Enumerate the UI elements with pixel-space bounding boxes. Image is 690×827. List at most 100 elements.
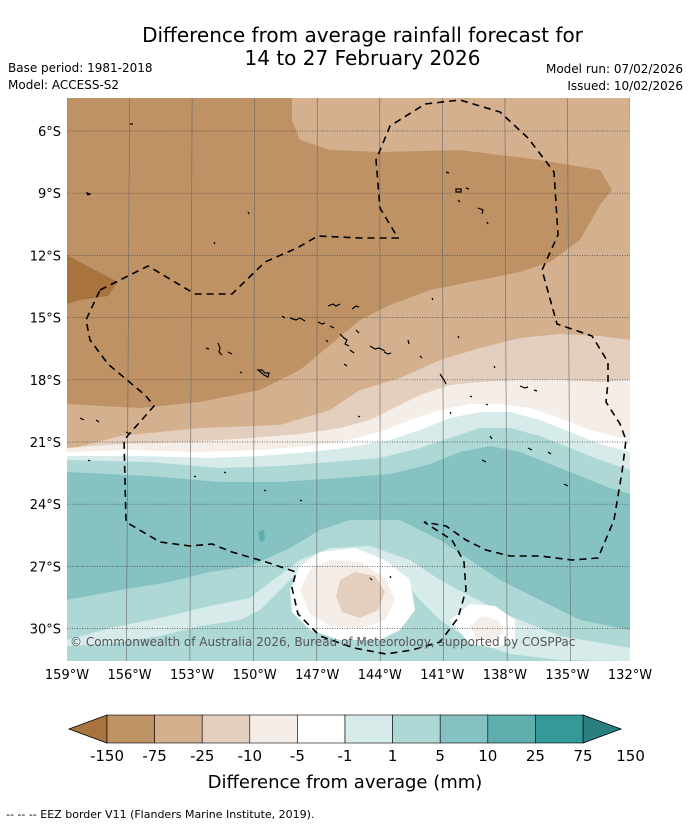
island [485, 403, 489, 406]
colorbar-tick-label: -10 [238, 747, 263, 765]
lat-label: 24°S [30, 498, 61, 513]
lat-label: 27°S [30, 560, 61, 575]
colorbar-tick-label: 25 [526, 747, 545, 765]
lon-label: 138°W [483, 668, 527, 683]
island [355, 329, 360, 334]
island [445, 171, 450, 174]
island [256, 369, 270, 378]
island [369, 345, 386, 352]
island [486, 221, 489, 225]
island [481, 459, 487, 463]
island [227, 351, 233, 355]
island [533, 389, 538, 392]
lat-label: 30°S [30, 623, 61, 638]
issued-date: Issued: 10/02/2026 [567, 79, 683, 93]
colorbar-tick-label: -5 [290, 747, 305, 765]
colorbar-segment [297, 714, 346, 744]
lon-label: 150°W [233, 668, 277, 683]
island [477, 207, 484, 215]
colorbar-tick-label: 10 [478, 747, 497, 765]
lat-label: 15°S [30, 312, 61, 327]
island [87, 459, 91, 462]
lon-label: 141°W [420, 668, 464, 683]
island [205, 347, 210, 350]
colorbar-segment [487, 714, 536, 744]
lon-label: 147°W [295, 668, 339, 683]
colorbar-segment [201, 714, 251, 744]
lon-label: 135°W [545, 668, 589, 683]
lat-label: 6°S [38, 125, 61, 140]
colorbar-tick-label: -1 [338, 747, 353, 765]
copyright-text: © Commonwealth of Australia 2026, Bureau… [70, 635, 575, 649]
island [325, 339, 329, 343]
title-line-2: 14 to 27 February 2026 [244, 46, 481, 70]
island [457, 199, 461, 203]
island [247, 211, 250, 215]
colorbar-tick-label: -25 [190, 747, 215, 765]
eez-border [85, 99, 627, 655]
colorbar-tick-label: 75 [573, 747, 592, 765]
lon-label: 156°W [107, 668, 151, 683]
colorbar-segment [154, 714, 203, 744]
island [527, 447, 533, 451]
colorbar-segment [392, 714, 441, 744]
island [263, 489, 267, 492]
field-dry-very-strong [67, 255, 118, 304]
lon-label: 132°W [608, 668, 652, 683]
colorbar-segment [344, 714, 393, 744]
island [563, 483, 569, 487]
colorbar-extend-high [582, 714, 623, 744]
base-period: Base period: 1981-2018 [8, 61, 153, 75]
island [349, 349, 355, 354]
footnote: -- -- -- EEZ border V11 (Flanders Marine… [6, 808, 315, 821]
colorbar-extend-low [67, 714, 108, 744]
colorbar-segment [106, 714, 155, 744]
colorbar-tick-label: 1 [388, 747, 398, 765]
field-dry-strong [67, 98, 612, 408]
map-area: © Commonwealth of Australia 2026, Bureau… [67, 98, 630, 661]
islands [79, 123, 569, 581]
colorbar-title: Difference from average (mm) [208, 772, 483, 793]
island [455, 188, 462, 193]
lat-label: 21°S [30, 436, 61, 451]
lat-label: 9°S [38, 187, 61, 202]
lat-label: 12°S [30, 249, 61, 264]
model-run: Model run: 07/02/2026 [545, 62, 683, 76]
island [419, 355, 423, 359]
island [299, 499, 303, 502]
island [493, 365, 496, 369]
lon-label: 153°W [170, 668, 214, 683]
grid-meridian [189, 98, 193, 661]
grid-meridian [567, 98, 571, 661]
latitude-labels: 6°S 9°S 12°S 15°S 18°S 21°S 24°S 27°S 30°S [30, 125, 61, 638]
island [217, 342, 223, 356]
island [213, 241, 216, 245]
colorbar-segment [439, 714, 489, 744]
island [317, 321, 326, 325]
island [449, 411, 452, 415]
lon-label: 144°W [358, 668, 402, 683]
island [407, 339, 410, 345]
island [125, 431, 131, 435]
island [469, 395, 473, 398]
island [223, 471, 227, 474]
title-line-1: Difference from average rainfall forecas… [142, 23, 583, 47]
lon-label: 159°W [45, 668, 89, 683]
gridlines [67, 98, 630, 661]
island [369, 577, 373, 581]
model-name: Model: ACCESS-S2 [8, 78, 120, 92]
meta-right: Model run: 07/02/2026 Issued: 10/02/2026 [546, 61, 683, 95]
island [457, 335, 460, 339]
grid-meridian [253, 98, 255, 661]
island [329, 325, 335, 329]
colorbar-tick-label: 5 [435, 747, 445, 765]
island [193, 475, 197, 478]
colorbar-tick-label: -150 [90, 747, 124, 765]
island [383, 351, 392, 355]
island [289, 317, 306, 322]
island [465, 187, 470, 190]
grid-meridian [504, 98, 508, 661]
island [343, 363, 348, 367]
island [85, 191, 92, 196]
